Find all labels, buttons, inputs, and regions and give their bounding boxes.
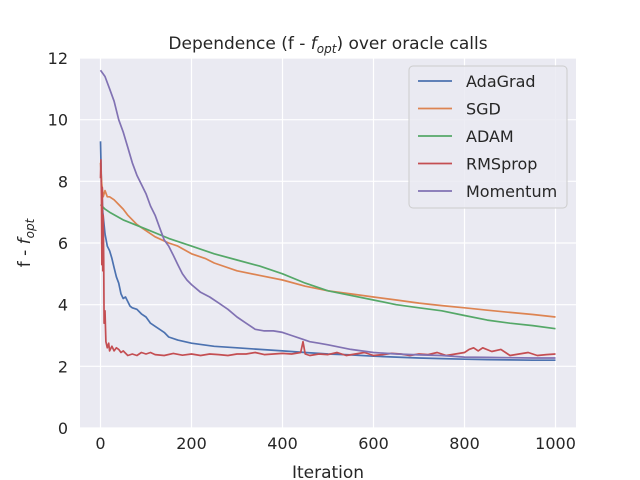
tick-labels: 0 200 400 600 800 1000 0 2 4 6 8 10 12 bbox=[48, 49, 576, 453]
chart-title: Dependence (f - fopt) over oracle calls bbox=[168, 34, 487, 56]
y-tick-label: 10 bbox=[48, 111, 68, 130]
legend-label-momentum: Momentum bbox=[466, 182, 557, 201]
x-tick-label: 600 bbox=[358, 434, 389, 453]
y-tick-label: 12 bbox=[48, 49, 68, 68]
y-tick-label: 8 bbox=[58, 172, 68, 191]
y-tick-label: 0 bbox=[58, 419, 68, 438]
x-tick-label: 400 bbox=[267, 434, 298, 453]
legend-label-adagrad: AdaGrad bbox=[466, 72, 536, 91]
series-line-rmsprop bbox=[99, 158, 556, 357]
legend-frame bbox=[408, 65, 568, 209]
series-layer bbox=[99, 69, 556, 362]
legend-label-rmsprop: RMSprop bbox=[466, 155, 537, 174]
legend-label-adam: ADAM bbox=[466, 127, 514, 146]
series-line-adagrad bbox=[99, 141, 556, 362]
y-tick-label: 6 bbox=[58, 234, 68, 253]
x-axis-label: Iteration bbox=[292, 463, 364, 480]
y-tick-label: 4 bbox=[58, 296, 68, 315]
legend: AdaGrad SGD ADAM RMSprop Momentum bbox=[408, 65, 568, 209]
y-axis-label: f - fopt bbox=[15, 217, 37, 267]
y-tick-label: 2 bbox=[58, 357, 68, 376]
x-tick-label: 1000 bbox=[535, 434, 576, 453]
series-line-sgd bbox=[99, 162, 556, 318]
x-tick-label: 200 bbox=[176, 434, 207, 453]
x-tick-label: 800 bbox=[449, 434, 480, 453]
legend-label-sgd: SGD bbox=[466, 100, 501, 119]
x-tick-label: 0 bbox=[95, 434, 105, 453]
series-line-adam bbox=[99, 203, 556, 330]
series-line-momentum bbox=[99, 69, 556, 359]
